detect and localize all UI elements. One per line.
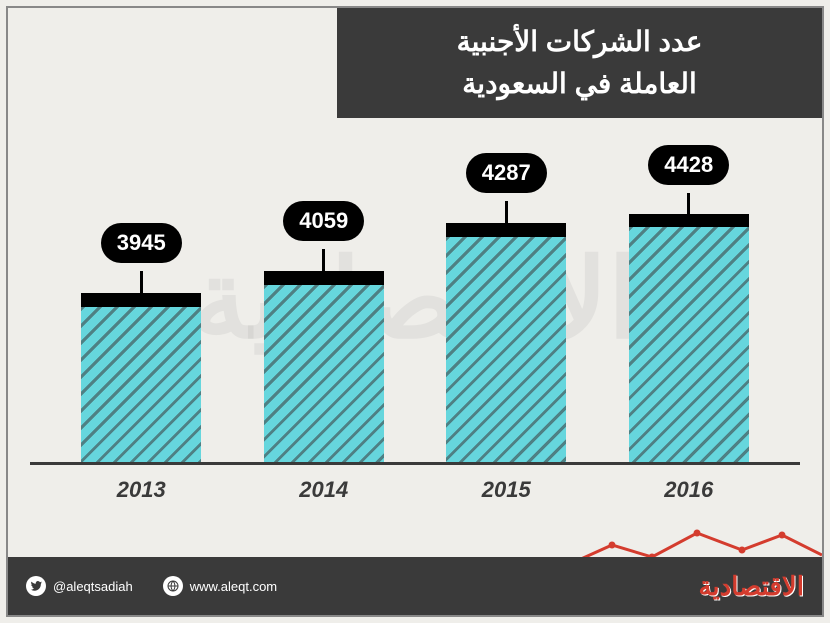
value-badge: 4059: [283, 201, 364, 241]
value-badge: 3945: [101, 223, 182, 263]
x-axis-baseline: [30, 462, 800, 465]
year-label: 2016: [629, 477, 749, 503]
bar: [264, 285, 384, 465]
value-badge: 4287: [466, 153, 547, 193]
badge-stem: [140, 271, 143, 293]
chart-title-panel: عدد الشركات الأجنبية العاملة في السعودية: [337, 8, 822, 118]
globe-icon: [163, 576, 183, 596]
year-row: 2013 2014 2015 2016: [50, 477, 780, 503]
year-label: 2015: [446, 477, 566, 503]
year-label: 2013: [81, 477, 201, 503]
twitter-link[interactable]: @aleqtsadiah: [26, 576, 133, 596]
bar-cap: [264, 271, 384, 285]
bar-slot: 4428: [629, 145, 749, 465]
badge-stem: [687, 193, 690, 214]
year-label: 2014: [264, 477, 384, 503]
bar-slot: 4059: [264, 145, 384, 465]
bar-cap: [629, 214, 749, 227]
title-line-1: عدد الشركات الأجنبية: [457, 21, 703, 63]
bar: [629, 227, 749, 465]
website-url-text: www.aleqt.com: [190, 579, 277, 594]
publisher-logo: الاقتصادية: [698, 571, 804, 602]
bar: [81, 307, 201, 465]
chart-area: 3945 4059 4287 4428 2013 2014 2015 2016: [50, 140, 780, 513]
website-link[interactable]: www.aleqt.com: [163, 576, 277, 596]
twitter-icon: [26, 576, 46, 596]
title-line-2: العاملة في السعودية: [462, 63, 696, 105]
twitter-handle-text: @aleqtsadiah: [53, 579, 133, 594]
bar: [446, 237, 566, 465]
bar-cap: [81, 293, 201, 307]
footer-bar: @aleqtsadiah www.aleqt.com الاقتصادية: [8, 557, 822, 615]
bars-row: 3945 4059 4287 4428: [50, 145, 780, 465]
badge-stem: [505, 201, 508, 223]
bar-slot: 3945: [81, 145, 201, 465]
value-badge: 4428: [648, 145, 729, 185]
bar-cap: [446, 223, 566, 237]
badge-stem: [322, 249, 325, 271]
logo-text: الاقتصادية: [698, 571, 804, 602]
social-links: @aleqtsadiah www.aleqt.com: [26, 576, 277, 596]
bar-slot: 4287: [446, 145, 566, 465]
